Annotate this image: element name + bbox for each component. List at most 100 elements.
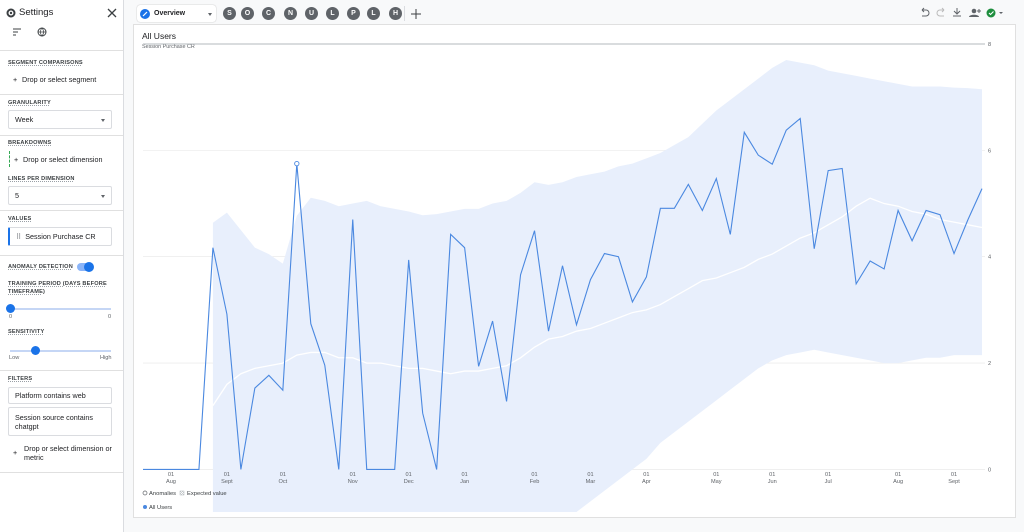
filter-text: Session source contains chatgpt [15,412,93,431]
expected-line [212,197,983,406]
y-tick-label: 8 [988,42,991,48]
slider-high: High [100,355,112,361]
drop-zone-marker [9,151,10,167]
slider-min: 0 [9,314,13,320]
slider-knob[interactable] [6,304,15,313]
x-tick-label: 01 Feb [529,472,540,485]
slider-max: 0 [108,314,112,320]
y-tick-label: 0 [988,467,991,473]
tab[interactable]: P [347,7,360,20]
toolbar [921,7,1004,18]
section-label: VALUES [8,216,32,222]
globe-icon[interactable] [37,27,47,37]
y-axis-label: Session Purchase CR [142,44,195,50]
caret [101,118,105,122]
section-label: BREAKDOWNS [8,140,52,146]
x-tick-label: 01 May [711,472,722,485]
legend-label: Expected value [187,491,227,497]
plus: + [13,75,18,84]
tab-label: Overview [154,9,186,17]
slider-low: Low [9,355,20,361]
granularity-dropdown[interactable]: Week [8,110,112,129]
filter-text: Platform contains web [15,391,86,400]
caret [101,194,105,198]
dropdown-value: 5 [15,191,19,200]
segment-drop[interactable]: Drop or select segment [22,75,97,84]
section-label: ANOMALY DETECTION [8,264,73,270]
download[interactable] [953,8,961,17]
legend-anomaly-icon [142,490,148,496]
value-name: Session Purchase CR [25,232,96,241]
divider [0,135,123,136]
section-label: FILTERS [8,376,33,382]
section-label: GRANULARITY [8,100,51,106]
x-tick-label: 01 Apr [642,472,651,485]
panel-title: Settings [19,7,54,18]
value-chip[interactable]: ⠿ Session Purchase CR [8,227,112,246]
section-label: SENSITIVITY [8,329,45,335]
x-tick-label: 01 Sept [948,472,960,485]
tab[interactable]: U [305,7,318,20]
section-label: TRAINING PERIOD (DAYS BEFORE TIMEFRAME) [8,281,107,295]
divider [0,370,123,371]
legend-label: Anomalies [149,491,176,497]
undo[interactable] [921,7,930,17]
x-tick-label: 01 Sept [221,472,233,485]
tab[interactable]: N [284,7,297,20]
series-line [143,117,983,471]
active-tab[interactable]: Overview [137,5,216,22]
status[interactable] [986,8,1004,18]
x-tick-label: 01 Nov [347,472,358,485]
legend-series-icon [143,505,147,509]
x-tick-label: 01 Aug [893,472,904,485]
dropdown-value: Week [15,115,34,124]
tab[interactable]: C [262,7,275,20]
expected-band [212,59,982,512]
x-tick-label: 01 Mar [585,472,596,485]
slider-track [10,308,111,310]
x-tick-label: 01 Jan [460,472,470,485]
plus: + [14,155,19,164]
filter-chip[interactable]: Platform contains web [8,387,112,404]
x-tick-label: 01 Jun [767,472,777,485]
lines-dropdown[interactable]: 5 [8,186,112,205]
slider-knob[interactable] [31,346,40,355]
tab[interactable]: O [241,7,254,20]
filter-drop[interactable]: Drop or select dimension or metric [24,444,112,462]
tab[interactable]: L [326,7,339,20]
caret [208,12,212,16]
x-tick-label: 01 Aug [165,472,176,485]
settings-panel: Settings SEGMENT COMPARISONS + Drop or s… [0,0,124,532]
edit-icon [140,8,150,19]
drag-handle: ⠿ [16,232,22,241]
x-tick-label: 01 Dec [403,472,414,485]
anomaly-toggle[interactable] [77,262,94,272]
legend-band-icon [179,490,185,496]
divider [0,210,123,211]
plot [143,59,983,512]
tab[interactable]: L [367,7,380,20]
share[interactable] [969,8,981,17]
chart-title: All Users [142,31,176,41]
redo[interactable] [936,7,945,17]
plus: + [13,448,18,457]
section-label: SEGMENT COMPARISONS [8,60,83,66]
legend-label: All Users [149,505,172,511]
close-button[interactable] [107,8,117,18]
slider-track [10,350,111,352]
divider [0,50,123,51]
tab[interactable]: H [389,7,402,20]
settings-icon [6,8,16,18]
filter-chip[interactable]: Session source contains chatgpt [8,407,112,436]
separator [404,6,405,21]
sort-icon[interactable] [12,28,22,36]
tab[interactable]: S [223,7,236,20]
section-label: LINES PER DIMENSION [8,176,75,182]
y-tick-label: 2 [988,361,991,367]
x-tick-label: 01 Jul [824,472,832,485]
add-tab[interactable] [411,9,421,19]
divider [0,94,123,95]
breakdown-drop[interactable]: Drop or select dimension [23,155,103,164]
y-tick-label: 6 [988,148,991,154]
